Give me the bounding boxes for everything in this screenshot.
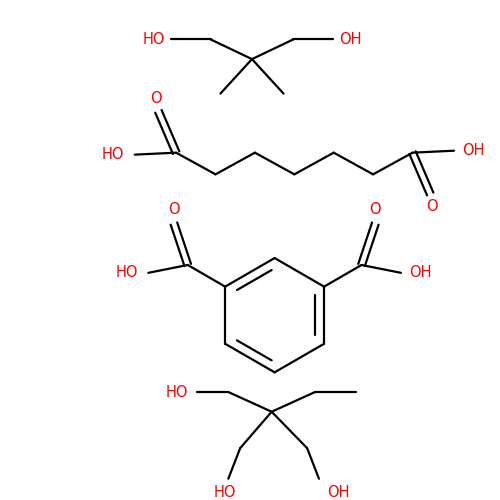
Text: O: O	[150, 91, 162, 106]
Text: HO: HO	[116, 266, 138, 280]
Text: HO: HO	[213, 485, 236, 500]
Text: O: O	[370, 202, 381, 218]
Text: OH: OH	[462, 143, 485, 158]
Text: OH: OH	[328, 485, 350, 500]
Text: HO: HO	[142, 32, 165, 47]
Text: OH: OH	[339, 32, 361, 47]
Text: O: O	[426, 200, 438, 214]
Text: O: O	[168, 202, 179, 218]
Text: OH: OH	[410, 266, 432, 280]
Text: HO: HO	[102, 147, 124, 162]
Text: HO: HO	[166, 384, 188, 400]
